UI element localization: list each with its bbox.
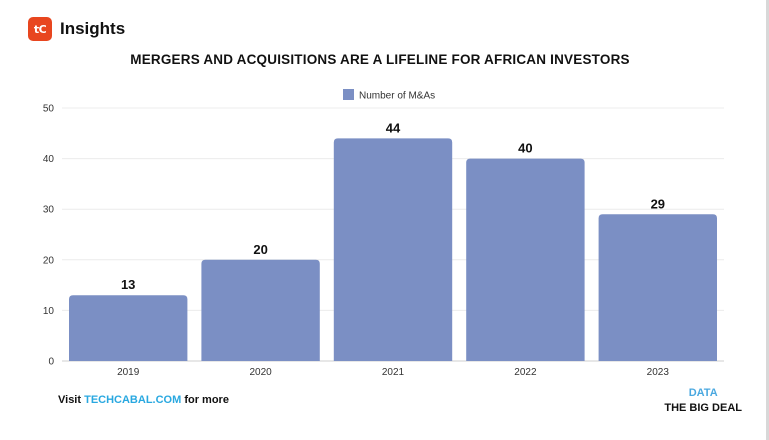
y-tick-label: 0	[48, 357, 54, 368]
x-tick-label: 2021	[382, 367, 405, 378]
y-tick-label: 10	[43, 306, 55, 317]
legend-swatch	[343, 89, 354, 100]
bar[interactable]	[598, 214, 717, 361]
techcabal-logo-icon: tC	[28, 17, 52, 41]
y-tick-label: 30	[43, 205, 55, 216]
bar-value-label: 13	[121, 277, 135, 292]
chart-title: MERGERS AND ACQUISITIONS ARE A LIFELINE …	[130, 52, 630, 67]
x-tick-label: 2023	[647, 367, 670, 378]
x-tick-label: 2020	[249, 367, 272, 378]
x-axis: 2019 2020 2021 2022 2023	[117, 367, 669, 378]
bar-value-label: 29	[651, 196, 665, 211]
bar[interactable]	[333, 138, 453, 361]
bar-value-label: 40	[518, 141, 532, 156]
brand-name: Insights	[60, 19, 126, 38]
x-tick-label: 2019	[117, 367, 140, 378]
visit-footer: Visit TECHCABAL.COM for more	[58, 394, 229, 406]
bars	[69, 138, 717, 361]
data-source: DATA THE BIG DEAL	[664, 386, 742, 416]
right-border	[766, 0, 769, 440]
legend: Number of M&As	[343, 89, 435, 102]
legend-label: Number of M&As	[359, 91, 435, 102]
bar[interactable]	[201, 259, 320, 361]
brand-header: tC Insights	[28, 17, 125, 41]
visit-prefix: Visit	[58, 394, 85, 406]
data-source-name: THE BIG DEAL	[664, 402, 742, 414]
y-tick-label: 50	[43, 104, 55, 115]
x-tick-label: 2022	[514, 367, 537, 378]
bar-value-label: 44	[386, 120, 401, 135]
y-tick-label: 40	[43, 154, 55, 165]
y-axis: 0 10 20 30 40 50	[43, 104, 55, 368]
bar[interactable]	[69, 295, 188, 361]
data-source-label: DATA	[688, 387, 718, 399]
y-tick-label: 20	[43, 255, 55, 266]
techcabal-link[interactable]: TECHCABAL.COM	[84, 394, 182, 406]
bar-value-label: 20	[253, 242, 267, 257]
bar[interactable]	[466, 158, 585, 361]
visit-suffix: for more	[181, 394, 229, 406]
data-labels: 13 20 44 40 29	[121, 120, 665, 292]
